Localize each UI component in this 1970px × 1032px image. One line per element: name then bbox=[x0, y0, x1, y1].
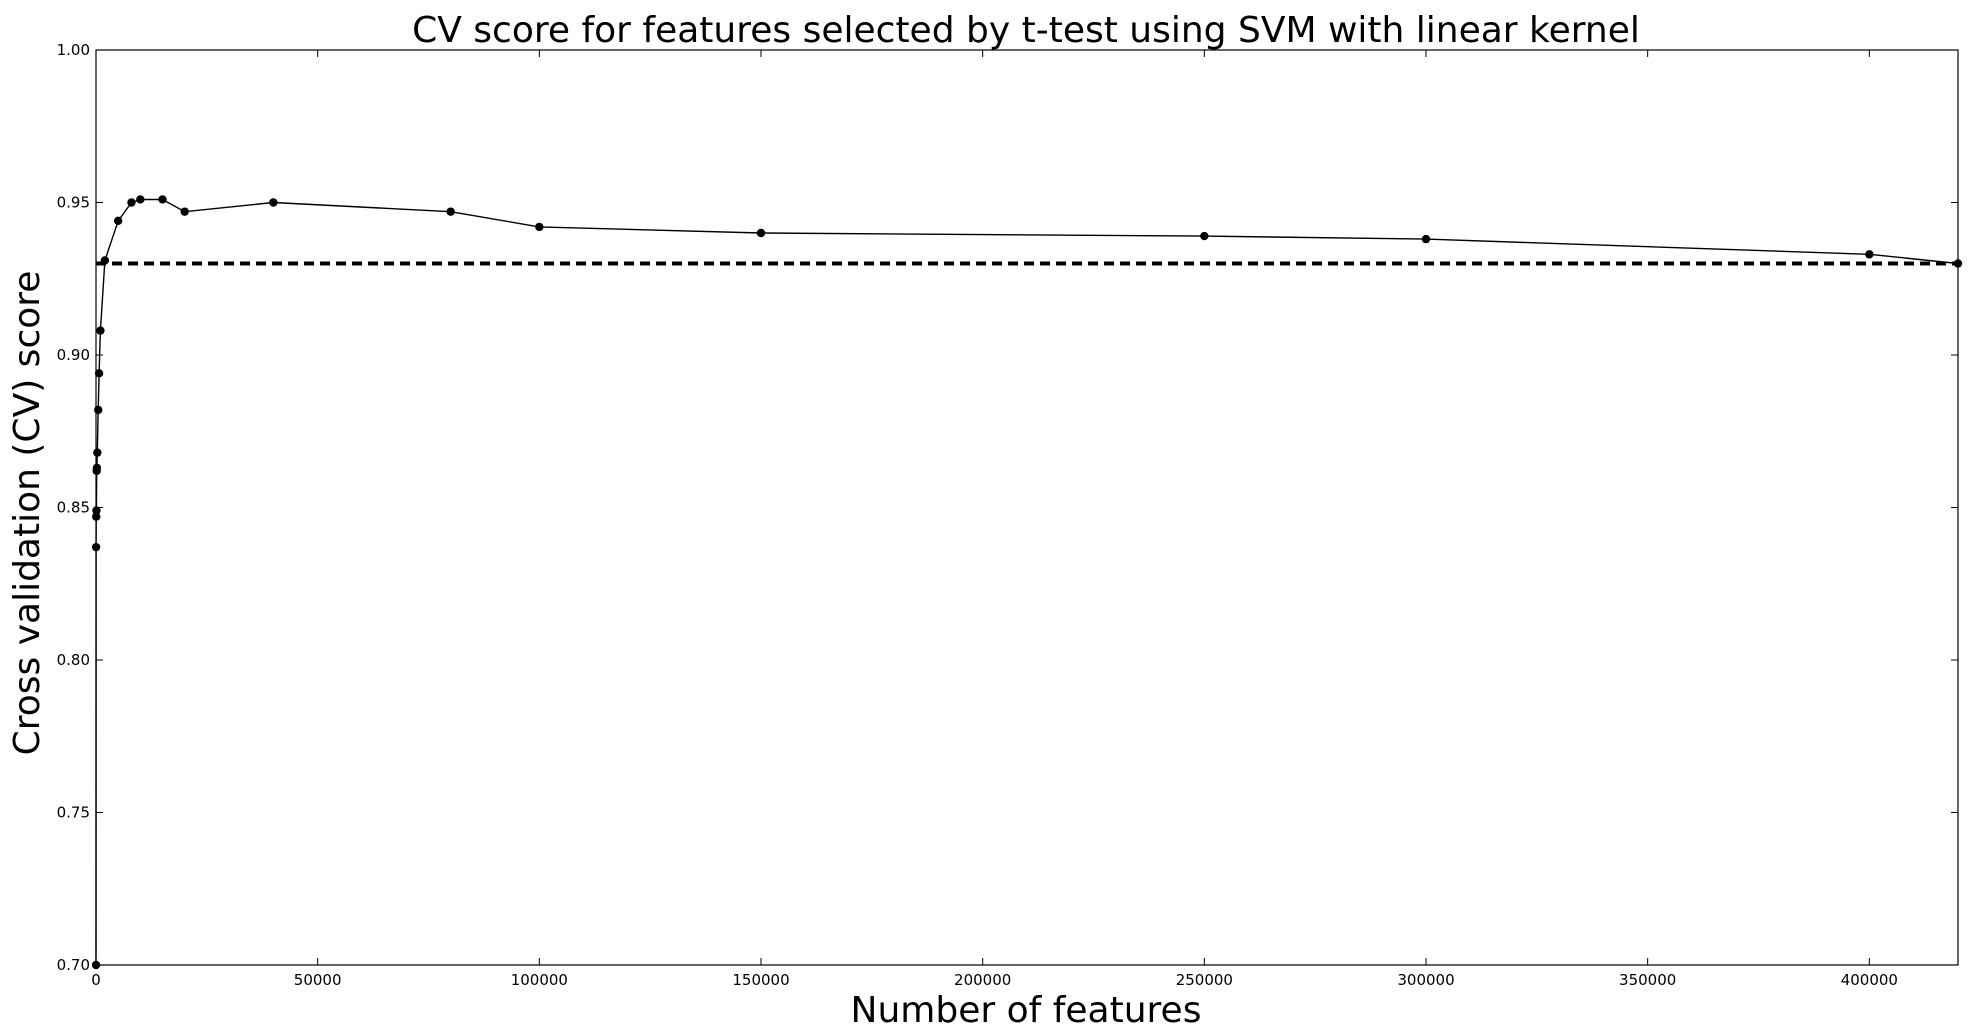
data-point bbox=[446, 207, 455, 216]
data-point bbox=[1200, 231, 1209, 241]
x-tick-label: 0 bbox=[91, 971, 101, 989]
data-point bbox=[92, 512, 101, 521]
data-point bbox=[535, 222, 544, 232]
data-point bbox=[1953, 259, 1963, 268]
y-tick-label: 0.70 bbox=[57, 956, 90, 974]
y-tick-label: 0.85 bbox=[57, 499, 90, 517]
x-tick-label: 150000 bbox=[732, 971, 789, 989]
data-point bbox=[1865, 250, 1874, 259]
data-point bbox=[94, 405, 103, 415]
x-tick-label: 250000 bbox=[1176, 971, 1233, 989]
data-point bbox=[113, 216, 123, 225]
y-axis-title: Cross validation (CV) score bbox=[7, 271, 48, 756]
series-line bbox=[95, 198, 1959, 966]
data-point bbox=[269, 198, 278, 207]
y-tick-label: 1.00 bbox=[57, 41, 90, 59]
data-point bbox=[100, 256, 110, 265]
data-point bbox=[94, 369, 104, 378]
data-point bbox=[1421, 234, 1431, 244]
y-axis: 0.70 0.75 0.80 0.85 0.90 0.95 1.00 bbox=[57, 41, 1958, 974]
x-tick-label: 100000 bbox=[511, 971, 568, 989]
data-point bbox=[92, 506, 101, 515]
data-point bbox=[91, 542, 101, 552]
x-axis: 0 50000 100000 150000 200000 250000 300000 3500… bbox=[91, 50, 1898, 989]
data-point bbox=[136, 195, 145, 204]
y-tick-label: 0.90 bbox=[57, 346, 90, 364]
data-point bbox=[96, 326, 105, 335]
data-point bbox=[127, 198, 136, 207]
plot-area bbox=[91, 49, 1963, 970]
data-point bbox=[93, 448, 102, 457]
x-axis-title: Number of features bbox=[851, 990, 1202, 1031]
data-point bbox=[92, 463, 102, 473]
y-tick-label: 0.95 bbox=[57, 194, 90, 212]
y-tick-label: 0.80 bbox=[57, 651, 90, 669]
x-tick-label: 200000 bbox=[954, 971, 1011, 989]
data-point bbox=[180, 207, 189, 216]
x-tick-label: 400000 bbox=[1841, 971, 1898, 989]
x-tick-label: 50000 bbox=[294, 971, 342, 989]
data-point bbox=[756, 228, 766, 238]
x-tick-label: 300000 bbox=[1397, 971, 1454, 989]
chart-title: CV score for features selected by t-test… bbox=[412, 10, 1640, 51]
data-point bbox=[158, 195, 167, 204]
plot-frame bbox=[95, 49, 1959, 966]
x-tick-label: 350000 bbox=[1619, 971, 1676, 989]
y-tick-label: 0.75 bbox=[57, 804, 90, 822]
